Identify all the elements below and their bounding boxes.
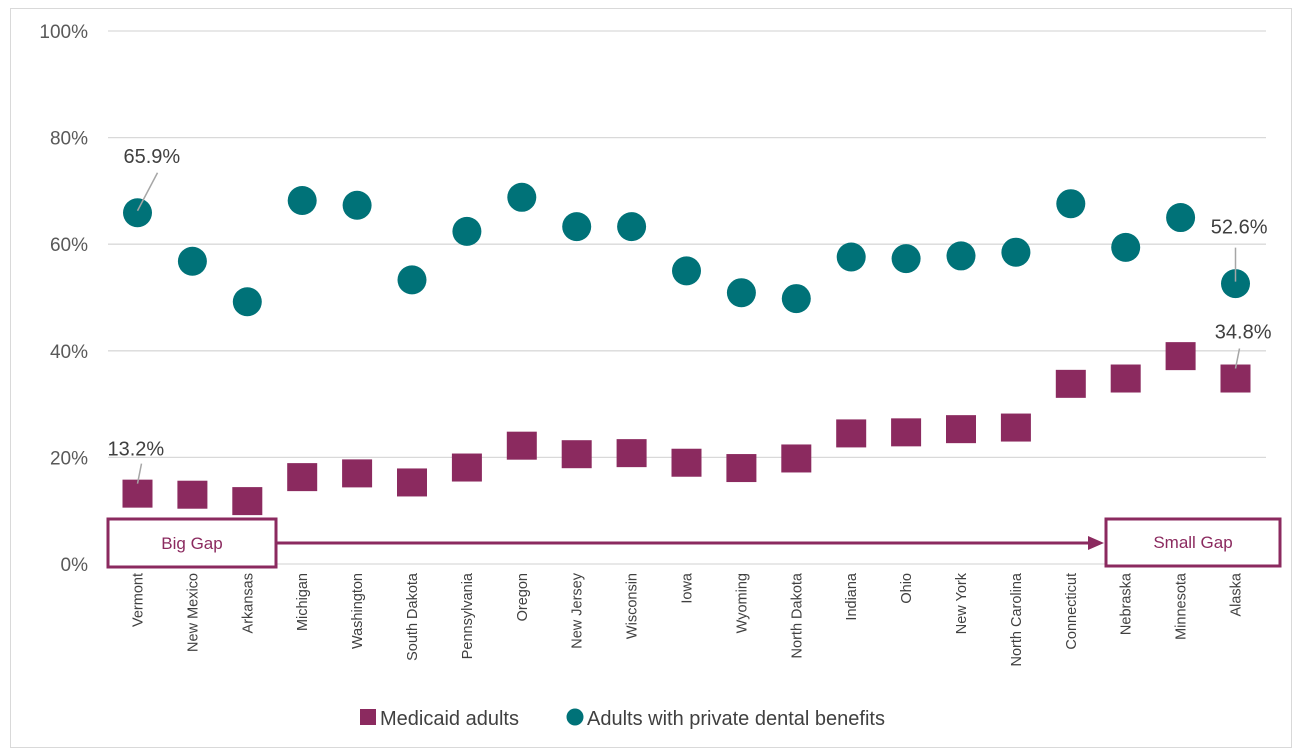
private-benefit-point [1001, 237, 1031, 267]
gap-annotation: Big Gap Small Gap [106, 517, 1282, 569]
private-benefit-point [726, 278, 756, 308]
small-gap-label: Small Gap [1153, 533, 1232, 552]
medicaid-point [342, 459, 373, 488]
legend-medicaid-swatch [360, 709, 376, 725]
data-label: 34.8% [1215, 322, 1272, 344]
x-tick-label: Alaska [1229, 572, 1245, 616]
medicaid-point [1110, 364, 1141, 393]
medicaid-point [1165, 342, 1196, 371]
medicaid-point [836, 419, 867, 448]
medicaid-point [1220, 364, 1251, 393]
data-label-leader [136, 172, 159, 212]
medicaid-point [1000, 413, 1031, 442]
x-tick-label: Pennsylvania [460, 572, 476, 659]
medicaid-point [232, 487, 263, 516]
x-tick-label: Nebraska [1119, 572, 1135, 635]
x-tick-label: Michigan [295, 573, 311, 631]
private-benefit-point [1111, 232, 1141, 262]
x-tick-label: Vermont [131, 573, 147, 627]
private-benefit-point [946, 241, 976, 271]
x-tick-label: North Dakota [789, 572, 805, 658]
y-tick-label: 60% [50, 235, 88, 256]
x-tick-label: New York [954, 572, 970, 634]
medicaid-point [122, 479, 153, 508]
private-benefit-point [507, 182, 537, 212]
medicaid-point [561, 440, 592, 469]
data-label: 13.2% [108, 439, 165, 461]
private-benefit-point [397, 265, 427, 295]
x-tick-label: Ohio [899, 573, 915, 604]
legend-private-swatch [566, 708, 584, 726]
y-tick-label: 100% [39, 22, 88, 43]
private-benefit-point [342, 190, 372, 220]
data-marks [122, 182, 1251, 516]
medicaid-point [616, 439, 647, 468]
y-tick-label: 80% [50, 129, 88, 150]
x-axis: Vermont New Mexico Arkansas Michigan Washing… [131, 572, 1245, 666]
x-tick-label: New Mexico [185, 573, 201, 652]
medicaid-point [1055, 369, 1086, 398]
medicaid-point [177, 480, 208, 509]
private-benefit-point [123, 198, 152, 228]
big-gap-box [106, 517, 278, 569]
private-benefit-point [781, 284, 811, 314]
medicaid-point [506, 431, 537, 460]
data-label: 65.9% [124, 146, 181, 168]
x-tick-label: Iowa [680, 572, 696, 604]
x-tick-label: Oregon [515, 573, 531, 621]
big-gap-label: Big Gap [161, 534, 222, 553]
legend-medicaid-label: Medicaid adults [380, 708, 519, 730]
data-label: 52.6% [1211, 217, 1268, 239]
medicaid-point [671, 448, 702, 477]
private-benefit-point [617, 212, 647, 242]
private-benefit-point [452, 216, 482, 246]
data-label-leader [1234, 348, 1241, 369]
private-benefit-point [1221, 269, 1250, 299]
medicaid-point [397, 468, 427, 497]
data-labels: 65.9% 52.6% 13.2% 34.8% [108, 146, 1272, 484]
x-tick-label: Arkansas [240, 573, 256, 633]
private-benefit-point [287, 185, 317, 215]
x-tick-label: South Dakota [405, 572, 421, 661]
data-label-leader [136, 463, 143, 484]
medicaid-point [287, 463, 318, 492]
private-benefit-point [1056, 189, 1086, 219]
private-benefit-point [562, 212, 592, 242]
legend: Medicaid adults Adults with private denta… [360, 708, 885, 730]
y-axis: 0% 20% 40% 60% 80% 100% [39, 22, 88, 576]
x-tick-label: North Carolina [1009, 572, 1025, 666]
x-tick-label: Wyoming [734, 573, 750, 633]
x-tick-label: Minnesota [1174, 572, 1190, 640]
private-benefit-point [177, 246, 207, 276]
x-tick-label: Indiana [844, 572, 860, 621]
y-tick-label: 20% [50, 448, 88, 469]
medicaid-point [781, 444, 812, 473]
x-tick-label: Connecticut [1064, 573, 1080, 650]
y-tick-label: 40% [50, 342, 88, 363]
medicaid-point [451, 453, 482, 482]
x-tick-label: New Jersey [570, 572, 586, 648]
y-tick-label: 0% [61, 555, 89, 576]
small-gap-box [1104, 517, 1282, 568]
private-benefit-point [891, 244, 921, 274]
x-tick-label: Wisconsin [625, 573, 641, 639]
medicaid-point [891, 418, 922, 447]
gap-arrow-head [1088, 536, 1104, 550]
private-benefit-point [836, 242, 866, 272]
private-benefit-point [232, 287, 262, 317]
legend-private-label: Adults with private dental benefits [587, 708, 885, 730]
private-benefit-point [672, 256, 701, 286]
private-benefit-point [1166, 203, 1196, 233]
x-tick-label: Washington [350, 573, 366, 649]
gridlines [108, 30, 1266, 565]
medicaid-point [946, 415, 976, 444]
medicaid-point [726, 454, 757, 483]
